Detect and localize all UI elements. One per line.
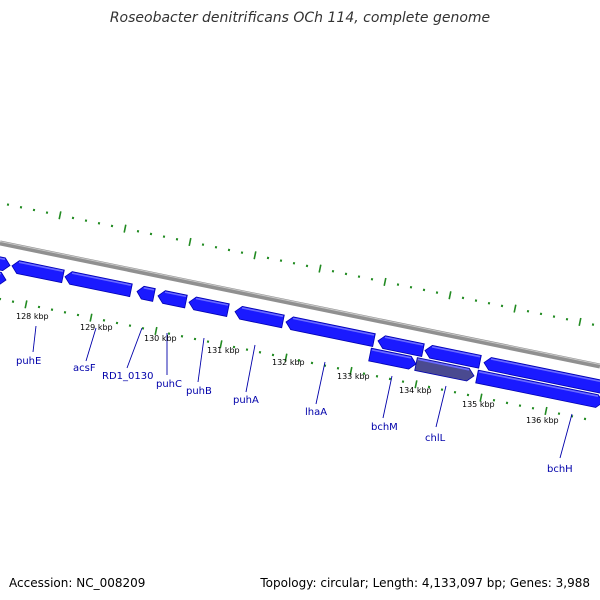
scale-label: 130 kbp	[144, 334, 177, 343]
inner-major-tick	[349, 366, 353, 376]
leader-line	[559, 413, 573, 459]
gene-label-bchm[interactable]: bchM	[371, 422, 398, 433]
inner-major-tick	[89, 313, 93, 322]
scale-label: 132 kbp	[272, 358, 305, 367]
scale-label: 136 kbp	[526, 416, 559, 425]
gene-label-puhc[interactable]: puhC	[156, 379, 182, 390]
gene-arrow-selected[interactable]	[414, 357, 475, 382]
gene-label-puhb[interactable]: puhB	[186, 386, 212, 397]
inner-major-tick	[154, 326, 158, 336]
inner-tick-ring	[0, 297, 587, 421]
genome-backbone	[0, 240, 600, 369]
label-leader-lines	[32, 325, 573, 459]
gene-label-puhe[interactable]: puhE	[16, 356, 41, 367]
gene-label-lhaa[interactable]: lhaA	[305, 407, 327, 418]
reverse-strand-genes	[0, 254, 600, 395]
inner-major-tick	[414, 380, 418, 389]
gene-arrow[interactable]	[424, 344, 482, 369]
outer-major-tick	[578, 317, 582, 326]
gene-arrow[interactable]	[368, 347, 417, 370]
outer-major-tick	[188, 237, 192, 247]
gene-arrow[interactable]	[285, 316, 376, 347]
inner-major-tick	[544, 406, 548, 416]
inner-major-tick	[24, 300, 28, 309]
inner-major-tick	[219, 340, 223, 349]
gene-arrow[interactable]	[377, 335, 425, 357]
scale-labels: 128 kbp 129 kbp 130 kbp 131 kbp 132 kbp 133 k…	[16, 312, 559, 425]
outer-major-tick	[383, 277, 387, 287]
gene-label-puha[interactable]: puhA	[233, 395, 259, 406]
scale-label: 133 kbp	[337, 372, 370, 381]
outer-major-tick	[123, 224, 127, 233]
outer-major-tick	[253, 251, 257, 260]
gene-arrow[interactable]	[483, 357, 600, 395]
gene-label-rd10130[interactable]: RD1_0130	[102, 371, 153, 382]
scale-label: 134 kbp	[399, 386, 432, 395]
gene-arrow[interactable]	[64, 271, 133, 298]
gene-arrow[interactable]	[157, 290, 188, 309]
gene-label-chll[interactable]: chlL	[425, 433, 446, 444]
forward-strand-genes	[0, 269, 600, 408]
gene-arrow[interactable]	[234, 305, 285, 329]
gene-label-bchh[interactable]: bchH	[547, 464, 573, 475]
inner-major-tick	[479, 393, 483, 402]
leader-line	[85, 327, 97, 362]
gene-arrow[interactable]	[475, 369, 600, 408]
leader-line	[382, 375, 393, 419]
outer-major-tick	[448, 291, 452, 300]
leader-line	[315, 361, 326, 405]
inner-major-tick	[284, 353, 288, 362]
gene-arrow[interactable]	[0, 269, 7, 285]
leader-line	[245, 344, 256, 393]
gene-arrow[interactable]	[188, 296, 230, 317]
gene-label-acsf[interactable]: acsF	[73, 363, 96, 374]
leader-line	[435, 385, 447, 428]
gene-arrow[interactable]	[136, 285, 156, 302]
genome-stats: Topology: circular; Length: 4,133,097 bp…	[260, 576, 590, 590]
scale-label: 131 kbp	[207, 346, 240, 355]
leader-line	[197, 337, 205, 383]
outer-major-tick	[513, 304, 517, 313]
scale-label: 128 kbp	[16, 312, 49, 321]
leader-line	[32, 325, 37, 353]
outer-tick-ring	[6, 203, 595, 326]
scale-label: 135 kbp	[462, 400, 495, 409]
scale-label: 129 kbp	[80, 323, 113, 332]
genome-title: Roseobacter denitrificans OCh 114, compl…	[109, 10, 491, 26]
accession-text: Accession: NC_008209	[9, 576, 146, 590]
genome-backbone-highlight	[0, 241, 600, 365]
gene-arrow[interactable]	[0, 254, 11, 272]
gene-arrow[interactable]	[11, 260, 65, 284]
outer-major-tick	[58, 211, 62, 220]
leader-line	[126, 327, 143, 369]
outer-major-tick	[318, 264, 322, 273]
